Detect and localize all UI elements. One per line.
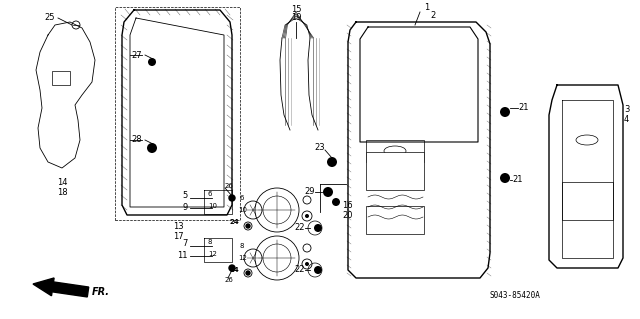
Circle shape	[147, 143, 157, 153]
Circle shape	[229, 265, 235, 271]
Text: 19: 19	[291, 13, 301, 22]
Text: 15: 15	[291, 5, 301, 14]
Text: 27: 27	[131, 50, 142, 60]
Text: 24: 24	[230, 219, 240, 225]
Circle shape	[323, 187, 333, 197]
Bar	[562, 182, 613, 220]
Circle shape	[332, 198, 340, 206]
Text: 8: 8	[240, 243, 244, 249]
Text: 2: 2	[430, 11, 435, 19]
Text: 28: 28	[131, 136, 142, 145]
FancyArrow shape	[33, 278, 89, 297]
Text: 22: 22	[294, 224, 305, 233]
Text: 11: 11	[177, 251, 188, 261]
Text: 21: 21	[512, 175, 522, 184]
Text: 26: 26	[225, 277, 234, 283]
Text: 29: 29	[305, 188, 315, 197]
Text: 4: 4	[624, 115, 629, 124]
Text: 6: 6	[208, 191, 212, 197]
Circle shape	[314, 224, 322, 232]
Text: 17: 17	[173, 232, 183, 241]
Circle shape	[229, 195, 235, 201]
Bar	[52, 71, 70, 85]
Circle shape	[246, 224, 250, 228]
Bar	[366, 140, 424, 162]
Circle shape	[246, 271, 250, 275]
Text: 6: 6	[240, 195, 244, 201]
Text: 5: 5	[183, 191, 188, 201]
Text: 12: 12	[208, 251, 217, 257]
Text: 20: 20	[342, 211, 353, 219]
Ellipse shape	[384, 146, 406, 156]
Text: 16: 16	[342, 201, 353, 210]
Text: 10: 10	[238, 207, 247, 213]
Text: 12: 12	[238, 255, 247, 261]
Circle shape	[327, 157, 337, 167]
Circle shape	[314, 266, 322, 274]
Circle shape	[500, 173, 510, 183]
Circle shape	[148, 58, 156, 66]
Text: 3: 3	[624, 106, 629, 115]
Text: 23: 23	[314, 144, 325, 152]
Text: 8: 8	[208, 239, 212, 245]
Circle shape	[305, 214, 309, 218]
Text: 7: 7	[182, 240, 188, 249]
Text: S043-85420A: S043-85420A	[490, 291, 541, 300]
Bar	[366, 152, 424, 190]
Text: 26: 26	[225, 183, 234, 189]
Text: 9: 9	[183, 204, 188, 212]
Bar	[366, 206, 424, 234]
Ellipse shape	[576, 135, 598, 145]
Text: 13: 13	[173, 222, 183, 231]
Text: 1: 1	[424, 4, 429, 12]
Text: 25: 25	[45, 13, 55, 23]
Circle shape	[305, 262, 309, 266]
Circle shape	[500, 107, 510, 117]
Text: 24: 24	[230, 267, 240, 273]
Text: 10: 10	[208, 203, 217, 209]
Bar	[115, 7, 240, 220]
Text: FR.: FR.	[92, 287, 110, 297]
Text: 21: 21	[518, 103, 529, 113]
Text: 14: 14	[57, 178, 67, 187]
Text: 18: 18	[57, 188, 67, 197]
Text: 22: 22	[294, 265, 305, 275]
